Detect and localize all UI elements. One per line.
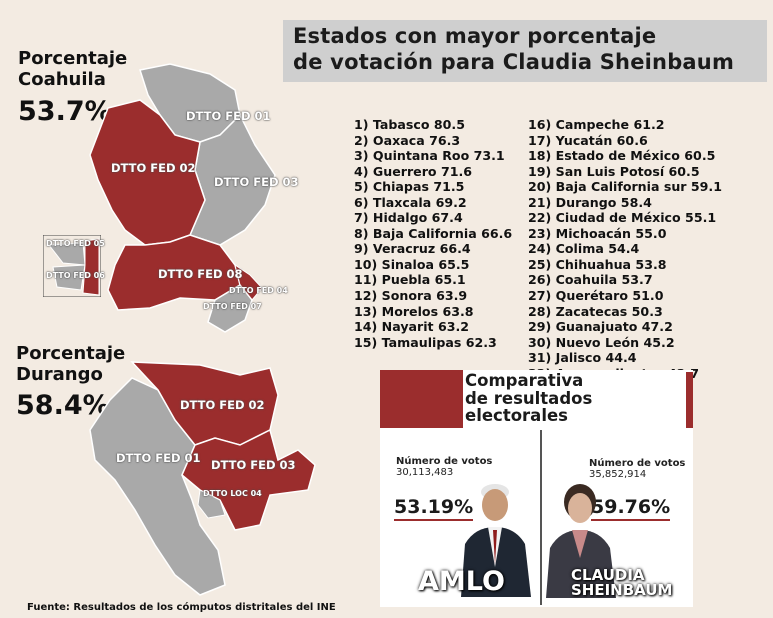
ranking-item: 27) Querétaro 51.0 bbox=[528, 288, 664, 304]
sheinbaum-percentage: 59.76% bbox=[591, 496, 671, 521]
sheinbaum-name-line2: SHEINBAUM bbox=[571, 581, 673, 599]
coahuila-dtto-06-label: DTTO FED 06 bbox=[46, 271, 105, 280]
coahuila-inset bbox=[43, 235, 101, 297]
ranking-item: 11) Puebla 65.1 bbox=[354, 272, 466, 288]
ranking-item: 26) Coahuila 53.7 bbox=[528, 272, 653, 288]
comparison-red-bar bbox=[686, 372, 693, 428]
durango-dtto-02-label: DTTO FED 02 bbox=[180, 398, 265, 412]
ranking-item: 10) Sinaloa 65.5 bbox=[354, 256, 470, 272]
source-note: Fuente: Resultados de los cómputos distr… bbox=[27, 602, 336, 613]
ranking-item: 19) San Luis Potosí 60.5 bbox=[528, 163, 700, 179]
ranking-item: 14) Nayarit 63.2 bbox=[354, 319, 470, 335]
coahuila-label-line1: Porcentaje bbox=[18, 48, 128, 69]
ranking-item: 22) Ciudad de México 55.1 bbox=[528, 210, 717, 226]
sheinbaum-name: CLAUDIA SHEINBAUM bbox=[571, 568, 672, 598]
amlo-name: AMLO bbox=[418, 566, 505, 597]
sheinbaum-name-line1: CLAUDIA bbox=[571, 566, 645, 584]
coahuila-dtto-01-label: DTTO FED 01 bbox=[186, 109, 271, 123]
ranking-item: 20) Baja California sur 59.1 bbox=[528, 179, 722, 195]
amlo-votes-label: Número de votos bbox=[396, 456, 493, 467]
durango-dtto-loc04-label: DTTO LOC 04 bbox=[203, 489, 262, 498]
ranking-item: 16) Campeche 61.2 bbox=[528, 117, 665, 132]
ranking-item: 30) Nuevo León 45.2 bbox=[528, 334, 675, 350]
title-line-2: de votación para Claudia Sheinbaum bbox=[293, 50, 735, 74]
ranking-item: 1) Tabasco 80.5 bbox=[354, 117, 465, 132]
ranking-list-left: 1) Tabasco 80.5 2) Oaxaca 76.3 3) Quintana… bbox=[354, 117, 512, 350]
coahuila-label: Porcentaje Coahuila bbox=[18, 48, 127, 90]
comparison-title: Comparativa de resultados electorales bbox=[465, 372, 592, 425]
ranking-item: 28) Zacatecas 50.3 bbox=[528, 303, 663, 319]
coahuila-district-04-shape bbox=[234, 263, 263, 301]
durango-dtto-01-label: DTTO FED 01 bbox=[116, 451, 201, 465]
amlo-percentage: 53.19% bbox=[394, 496, 474, 521]
ranking-item: 8) Baja California 66.6 bbox=[354, 225, 513, 241]
ranking-item: 29) Guanajuato 47.2 bbox=[528, 319, 673, 335]
durango-label-line1: Porcentaje bbox=[16, 343, 126, 364]
inset-district-06-shape bbox=[52, 264, 86, 291]
ranking-item: 7) Hidalgo 67.4 bbox=[354, 210, 463, 226]
sheinbaum-votes: Número de votos 35,852,914 bbox=[589, 458, 685, 480]
durango-district-01-shape bbox=[89, 377, 226, 596]
ranking-item: 5) Chiapas 71.5 bbox=[354, 179, 465, 195]
comparison-title-line3: electorales bbox=[465, 406, 568, 425]
amlo-portrait bbox=[461, 484, 531, 597]
coahuila-dtto-07-label: DTTO FED 07 bbox=[203, 302, 262, 311]
title-line-1: Estados con mayor porcentaje bbox=[293, 24, 657, 48]
amlo-votes-value: 30,113,483 bbox=[396, 467, 454, 478]
ranking-item: 9) Veracruz 66.4 bbox=[354, 241, 471, 257]
durango-district-loc04-shape bbox=[197, 489, 226, 519]
durango-district-03-shape bbox=[181, 428, 316, 531]
coahuila-dtto-05-label: DTTO FED 05 bbox=[46, 239, 105, 248]
comparison-title-line2: de resultados bbox=[465, 388, 593, 408]
ranking-item: 17) Yucatán 60.6 bbox=[528, 132, 648, 148]
sheinbaum-votes-value: 35,852,914 bbox=[589, 469, 647, 480]
durango-label-line2: Durango bbox=[16, 364, 103, 385]
ranking-item: 2) Oaxaca 76.3 bbox=[354, 132, 461, 148]
durango-map bbox=[89, 361, 316, 596]
title-box: Estados con mayor porcentaje de votación… bbox=[283, 20, 767, 82]
comparison-red-block bbox=[380, 370, 463, 428]
amlo-votes: Número de votos 30,113,483 bbox=[396, 456, 492, 478]
coahuila-label-line2: Coahuila bbox=[18, 69, 106, 90]
durango-dtto-03-label: DTTO FED 03 bbox=[211, 458, 296, 472]
ranking-item: 23) Michoacán 55.0 bbox=[528, 225, 667, 241]
ranking-item: 3) Quintana Roo 73.1 bbox=[354, 148, 505, 164]
ranking-item: 15) Tamaulipas 62.3 bbox=[354, 334, 497, 350]
coahuila-map bbox=[89, 63, 276, 333]
sheinbaum-portrait bbox=[546, 484, 616, 598]
coahuila-dtto-02-label: DTTO FED 02 bbox=[111, 161, 196, 175]
ranking-item: 18) Estado de México 60.5 bbox=[528, 148, 716, 164]
ranking-item: 12) Sonora 63.9 bbox=[354, 288, 468, 304]
ranking-item: 13) Morelos 63.8 bbox=[354, 303, 474, 319]
comparison-title-line1: Comparativa bbox=[465, 371, 584, 390]
ranking-item: 24) Colima 54.4 bbox=[528, 241, 640, 257]
durango-percentage: 58.4% bbox=[16, 390, 110, 421]
coahuila-district-07-shape bbox=[207, 284, 253, 333]
coahuila-percentage: 53.7% bbox=[18, 96, 112, 127]
ranking-item: 21) Durango 58.4 bbox=[528, 194, 652, 210]
inset-red-shape bbox=[82, 238, 100, 296]
ranking-list-right: 16) Campeche 61.2 17) Yucatán 60.6 18) Est… bbox=[528, 117, 722, 381]
ranking-item: 6) Tlaxcala 69.2 bbox=[354, 194, 467, 210]
coahuila-dtto-08-label: DTTO FED 08 bbox=[158, 267, 243, 281]
coahuila-dtto-04-label: DTTO FED 04 bbox=[229, 286, 288, 295]
ranking-item: 25) Chihuahua 53.8 bbox=[528, 256, 667, 272]
ranking-item: 31) Jalisco 44.4 bbox=[528, 350, 637, 366]
coahuila-dtto-03-label: DTTO FED 03 bbox=[214, 175, 299, 189]
sheinbaum-votes-label: Número de votos bbox=[589, 458, 686, 469]
durango-label: Porcentaje Durango bbox=[16, 343, 125, 385]
comparison-divider bbox=[540, 430, 542, 605]
ranking-item: 4) Guerrero 71.6 bbox=[354, 163, 473, 179]
